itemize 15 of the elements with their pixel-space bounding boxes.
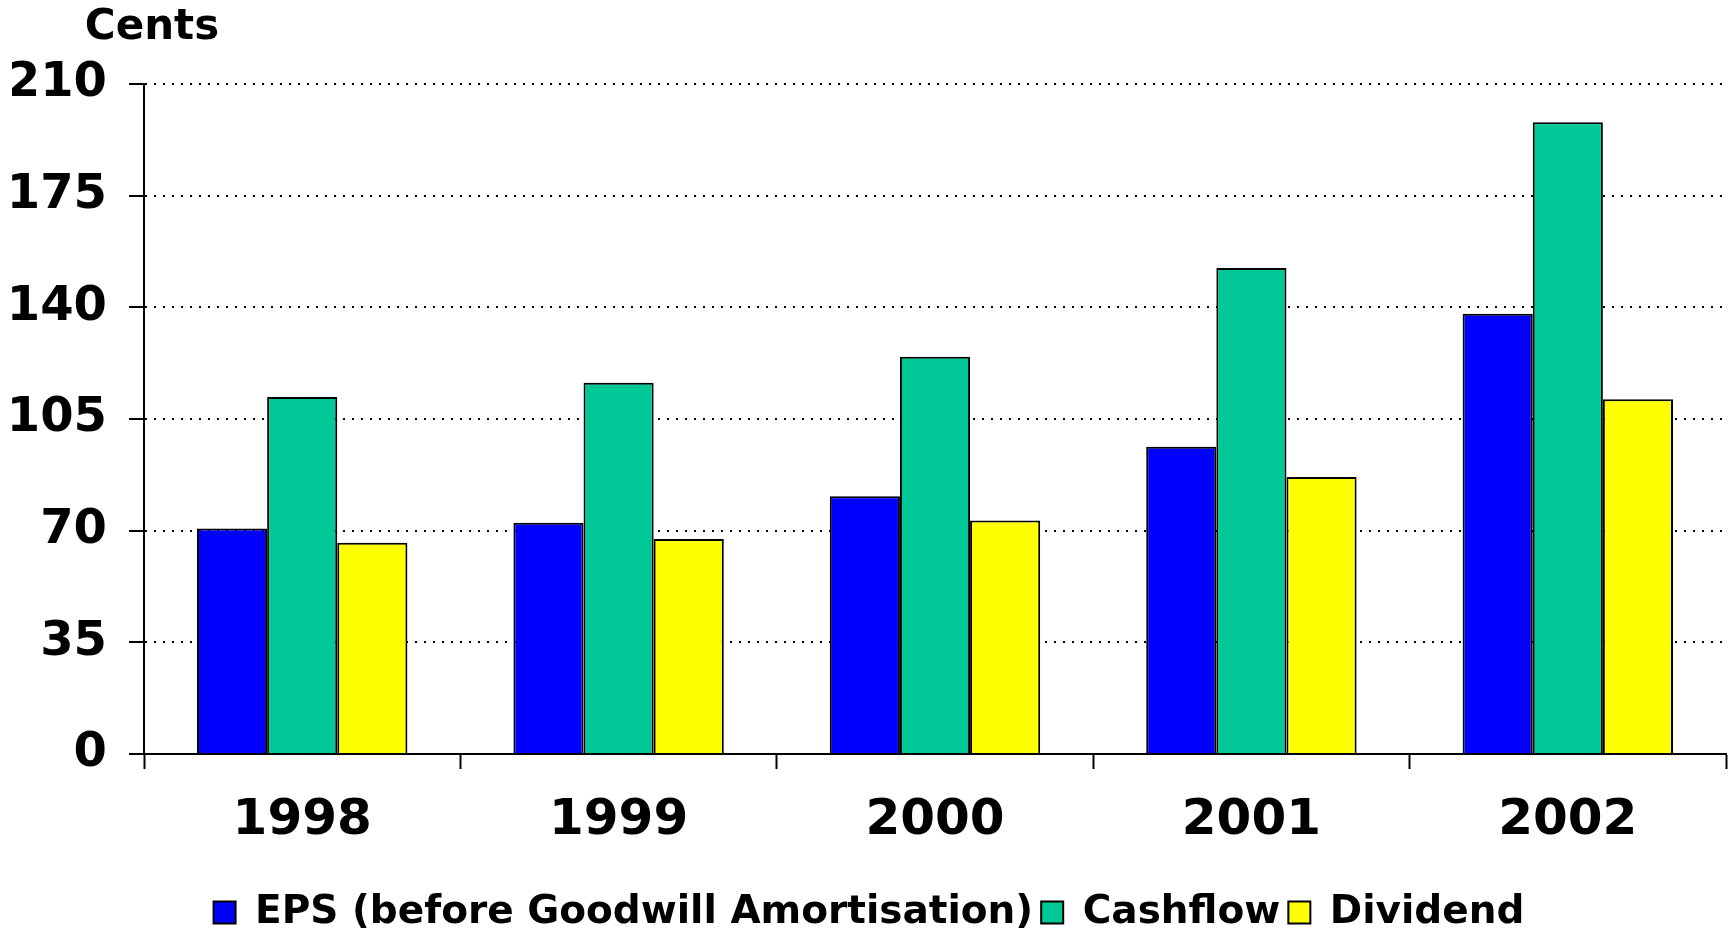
y-tick-label: 175 [6,163,107,220]
legend-label: Cashflow [1082,886,1281,932]
y-tick-label: 0 [73,721,107,778]
x-tick-label: 1998 [232,787,372,846]
x-tick-label: 2000 [865,787,1005,846]
legend-label: EPS (before Goodwill Amortisation) [255,886,1034,932]
x-tick-label: 1999 [549,787,689,846]
x-tick-label: 2001 [1181,787,1321,846]
y-axis-title: Cents [84,0,220,49]
y-tick-label: 105 [6,386,107,443]
y-tick-label: 70 [40,498,107,555]
legend-label: Dividend [1329,886,1525,932]
x-tick-label: 2002 [1498,787,1638,846]
y-tick-label: 140 [6,274,107,331]
y-tick-label: 35 [40,609,107,666]
